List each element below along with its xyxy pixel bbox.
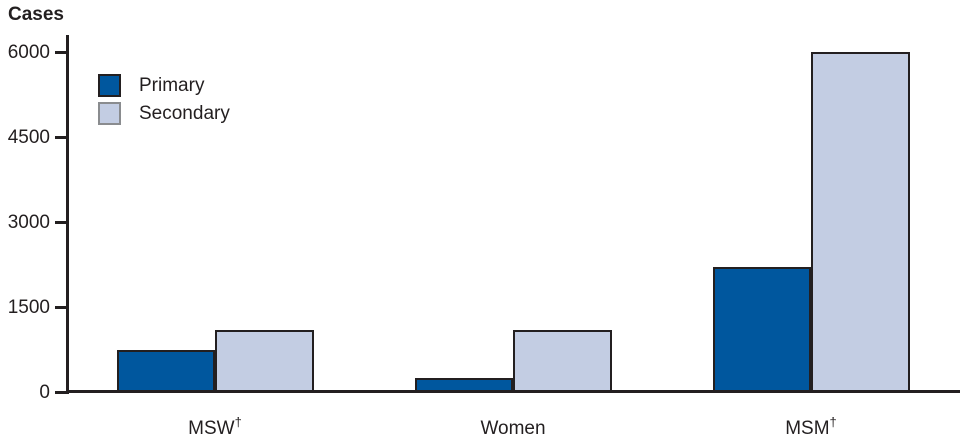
y-tick-label: 4500 [7,126,50,148]
bar-secondary-women [513,329,612,392]
y-tick-mark [55,220,67,224]
legend-label-secondary: Secondary [139,103,230,124]
legend-item-primary: Primary [98,74,230,97]
y-tick-mark [55,135,67,139]
y-tick-mark [55,50,67,54]
x-category-label-msm: MSM† [785,414,837,439]
bar-primary-msw [116,349,215,392]
y-tick-label: 0 [39,381,50,403]
legend-swatch-secondary-icon [98,102,121,125]
legend-swatch-primary-icon [98,74,121,97]
y-tick-mark [55,305,67,309]
x-category-label-women: Women [480,418,546,439]
legend-label-primary: Primary [139,75,205,96]
bar-primary-msm [712,267,811,392]
y-tick-label: 1500 [7,296,50,318]
bar-secondary-msw [215,329,314,392]
y-tick-label: 6000 [7,41,50,63]
bar-secondary-msm [811,52,910,392]
chart-title: Cases [8,4,64,25]
y-tick-label: 3000 [7,211,50,233]
y-axis-line [66,35,69,394]
x-category-label-msw: MSW† [188,414,242,439]
legend-item-secondary: Secondary [98,102,230,125]
legend: Primary Secondary [98,74,230,130]
bar-primary-women [414,377,513,392]
y-tick-mark [55,390,67,394]
